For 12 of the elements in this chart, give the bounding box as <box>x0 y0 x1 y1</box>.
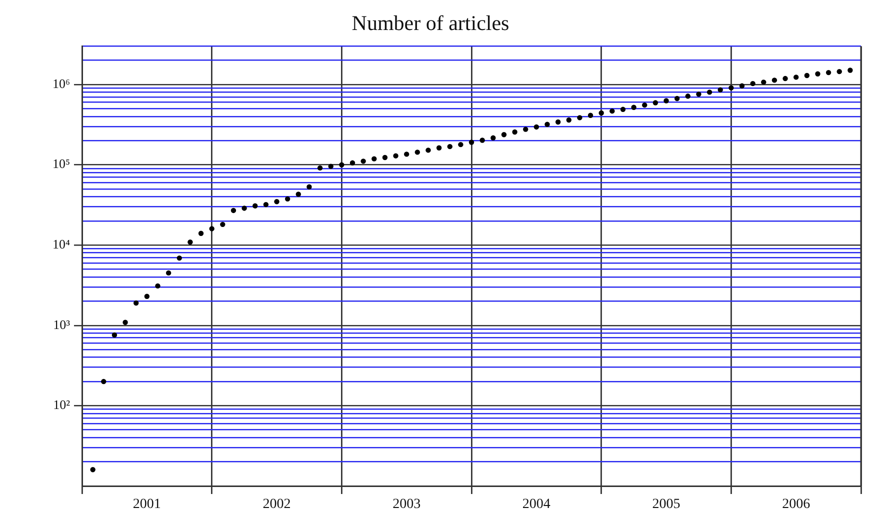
x-tick-label: 2005 <box>652 497 680 512</box>
x-tick-label: 2004 <box>522 497 550 512</box>
x-tick-label: 2003 <box>392 497 421 512</box>
x-tick-label: 2001 <box>132 497 161 512</box>
y-tick-label: 10⁶ <box>52 76 70 91</box>
x-tick-label: 2002 <box>262 497 291 512</box>
chart-title: Number of articles <box>352 11 510 36</box>
y-tick-label: 10⁵ <box>52 156 70 172</box>
x-tick-label: 2006 <box>782 497 810 512</box>
y-tick-label: 10² <box>53 397 70 412</box>
y-tick-label: 10⁴ <box>52 236 70 252</box>
y-tick-label: 10³ <box>53 316 70 332</box>
